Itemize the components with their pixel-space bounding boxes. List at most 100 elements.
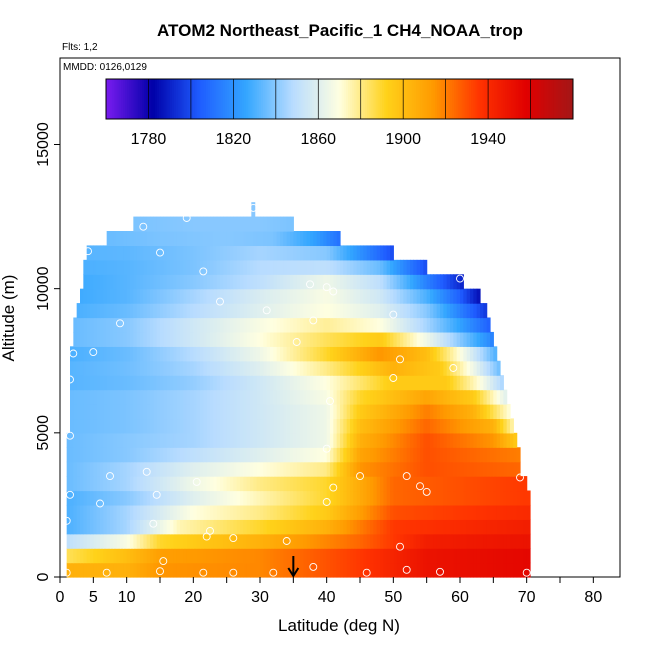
heatmap-cell	[280, 404, 284, 420]
heatmap-cell	[313, 447, 318, 463]
heatmap-cell	[173, 418, 178, 434]
heatmap-cell	[240, 245, 244, 261]
colorbar-swatch	[339, 79, 343, 119]
heatmap-cell	[73, 418, 78, 434]
heatmap-cell	[110, 447, 114, 463]
heatmap-cell	[163, 245, 168, 261]
heatmap-cell	[236, 519, 241, 535]
heatmap-cell	[420, 346, 424, 362]
heatmap-cell	[220, 231, 224, 247]
heatmap-cell	[190, 346, 194, 362]
heatmap-cell	[200, 288, 204, 304]
heatmap-cell	[363, 274, 368, 290]
heatmap-cell	[410, 389, 414, 405]
heatmap-cell	[446, 346, 451, 362]
heatmap-cell	[153, 346, 158, 362]
heatmap-cell	[146, 274, 151, 290]
colorbar-swatch	[108, 79, 111, 119]
heatmap-cell	[386, 389, 391, 405]
heatmap-cell	[83, 288, 88, 304]
heatmap-cell	[413, 404, 418, 420]
heatmap-cell	[310, 504, 314, 520]
heatmap-cell	[236, 404, 241, 420]
heatmap-cell	[176, 245, 181, 261]
heatmap-cell	[200, 418, 204, 434]
heatmap-cell	[203, 548, 208, 564]
y-tick-label: 5000	[35, 415, 52, 451]
heatmap-cell	[283, 533, 288, 549]
heatmap-cell	[410, 476, 414, 492]
heatmap-cell	[313, 303, 318, 319]
heatmap-cell	[270, 562, 274, 578]
heatmap-cell	[406, 548, 411, 564]
heatmap-cell	[123, 288, 128, 304]
heatmap-cell	[113, 504, 118, 520]
heatmap-cell	[316, 231, 321, 247]
heatmap-cell	[403, 259, 408, 275]
heatmap-cell	[370, 519, 374, 535]
heatmap-cell	[130, 432, 134, 448]
heatmap-cell	[83, 346, 88, 362]
colorbar-swatch	[364, 79, 368, 119]
heatmap-cell	[450, 447, 454, 463]
heatmap-cell	[116, 404, 121, 420]
heatmap-cell	[456, 404, 461, 420]
heatmap-cell	[473, 533, 478, 549]
heatmap-cell	[160, 303, 164, 319]
heatmap-cell	[426, 317, 431, 333]
heatmap-cell	[453, 331, 458, 347]
heatmap-cell	[110, 461, 114, 477]
heatmap-cell	[476, 447, 481, 463]
heatmap-cell	[193, 274, 198, 290]
heatmap-cell	[383, 519, 388, 535]
heatmap-cell	[200, 317, 204, 333]
heatmap-cell	[203, 519, 208, 535]
heatmap-cell	[353, 418, 358, 434]
heatmap-cell	[320, 346, 324, 362]
heatmap-cell	[103, 562, 108, 578]
heatmap-cell	[116, 360, 121, 376]
heatmap-cell	[336, 519, 341, 535]
heatmap-cell	[363, 490, 368, 506]
heatmap-cell	[273, 231, 278, 247]
heatmap-cell	[263, 461, 268, 477]
colorbar-swatch	[549, 79, 553, 119]
heatmap-cell	[490, 490, 494, 506]
heatmap-cell	[236, 231, 241, 247]
heatmap-cell	[133, 490, 138, 506]
heatmap-cell	[200, 562, 204, 578]
heatmap-cell	[133, 533, 138, 549]
heatmap-cell	[116, 331, 121, 347]
heatmap-cell	[313, 317, 318, 333]
heatmap-cell	[430, 404, 434, 420]
heatmap-cell	[100, 331, 104, 347]
heatmap-cell	[83, 533, 88, 549]
heatmap-cell	[310, 519, 314, 535]
heatmap-cell	[436, 331, 441, 347]
sample-point	[522, 568, 531, 577]
sample-point	[262, 306, 271, 315]
heatmap-cell	[440, 562, 444, 578]
heatmap-cell	[233, 231, 238, 247]
heatmap-cell	[423, 447, 428, 463]
heatmap-cell	[276, 418, 281, 434]
heatmap-cell	[150, 303, 154, 319]
heatmap-cell	[343, 288, 348, 304]
heatmap-cell	[166, 562, 171, 578]
heatmap-cell	[226, 490, 231, 506]
heatmap-cell	[323, 245, 328, 261]
colorbar-swatch	[169, 79, 173, 119]
heatmap-cell	[443, 461, 448, 477]
heatmap-cell	[353, 461, 358, 477]
heatmap-cell	[83, 418, 88, 434]
heatmap-cell	[346, 432, 351, 448]
heatmap-cell	[126, 519, 131, 535]
heatmap-cell	[430, 461, 434, 477]
heatmap-cell	[76, 447, 81, 463]
heatmap-cell	[220, 504, 224, 520]
heatmap-cell	[306, 404, 311, 420]
heatmap-cell	[266, 562, 271, 578]
heatmap-cell	[90, 259, 94, 275]
heatmap-cell	[286, 490, 291, 506]
heatmap-cell	[113, 562, 118, 578]
